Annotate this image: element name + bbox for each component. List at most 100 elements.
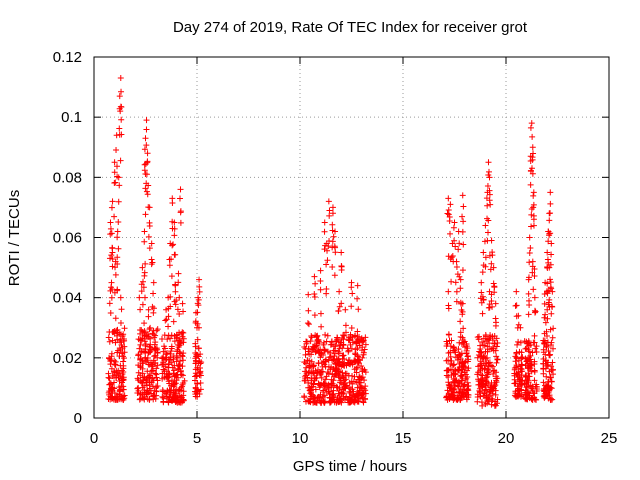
data-point xyxy=(351,373,358,380)
data-point xyxy=(150,305,157,312)
data-point xyxy=(456,240,463,247)
data-point xyxy=(317,346,324,353)
data-point xyxy=(108,252,115,259)
data-point xyxy=(177,186,184,193)
data-point xyxy=(317,310,324,317)
data-point xyxy=(456,380,463,387)
data-point xyxy=(166,371,173,378)
data-point xyxy=(311,273,318,280)
data-point xyxy=(483,395,490,402)
data-point xyxy=(194,386,201,393)
data-point xyxy=(318,323,325,330)
data-point xyxy=(489,252,496,259)
data-point xyxy=(355,306,362,313)
data-point xyxy=(486,301,493,308)
data-point xyxy=(328,364,335,371)
data-point xyxy=(341,356,348,363)
data-point xyxy=(455,346,462,353)
data-point xyxy=(350,396,357,403)
data-point xyxy=(541,290,548,297)
data-point xyxy=(483,374,490,381)
data-point xyxy=(355,398,362,405)
data-point xyxy=(160,348,167,355)
data-point xyxy=(174,371,181,378)
data-point xyxy=(172,282,179,289)
data-point xyxy=(478,379,485,386)
data-point xyxy=(145,233,152,240)
data-point xyxy=(332,249,339,256)
data-point xyxy=(322,376,329,383)
data-point xyxy=(321,382,328,389)
data-point xyxy=(544,315,551,322)
data-point xyxy=(443,394,450,401)
data-point xyxy=(306,384,313,391)
data-point xyxy=(527,124,534,131)
data-point xyxy=(325,370,332,377)
data-point xyxy=(107,219,114,226)
data-point xyxy=(547,279,554,286)
data-point xyxy=(175,399,182,406)
data-point xyxy=(166,256,173,263)
data-point xyxy=(177,219,184,226)
data-point xyxy=(351,366,358,373)
data-point xyxy=(545,347,552,354)
data-point xyxy=(530,189,537,196)
data-point xyxy=(522,345,529,352)
data-point xyxy=(302,345,309,352)
data-point xyxy=(312,386,319,393)
data-point xyxy=(113,327,120,334)
data-point xyxy=(320,388,327,395)
data-point xyxy=(174,394,181,401)
data-point xyxy=(141,238,148,245)
data-point xyxy=(346,393,353,400)
data-point xyxy=(119,345,126,352)
data-point xyxy=(548,240,555,247)
data-point xyxy=(154,377,161,384)
data-points xyxy=(105,75,557,409)
data-point xyxy=(541,300,548,307)
data-point xyxy=(312,332,319,339)
data-point xyxy=(332,228,339,235)
data-point xyxy=(543,328,550,335)
data-point xyxy=(308,332,315,339)
data-point xyxy=(478,349,485,356)
data-point xyxy=(149,330,156,337)
data-point xyxy=(137,378,144,385)
data-point xyxy=(117,320,124,327)
data-point xyxy=(474,354,481,361)
data-point xyxy=(338,267,345,274)
data-point xyxy=(308,358,315,365)
data-point xyxy=(106,300,113,307)
data-point xyxy=(480,342,487,349)
data-point xyxy=(452,379,459,386)
data-point xyxy=(137,395,144,402)
data-point xyxy=(453,288,460,295)
data-point xyxy=(144,387,151,394)
data-point xyxy=(513,363,520,370)
data-point xyxy=(445,195,452,202)
data-point xyxy=(490,264,497,271)
data-point xyxy=(530,204,537,211)
data-point xyxy=(352,332,359,339)
chart-title: Day 274 of 2019, Rate Of TEC Index for r… xyxy=(173,19,528,36)
data-point xyxy=(451,219,458,226)
data-point xyxy=(111,213,118,220)
data-point xyxy=(491,283,498,290)
data-point xyxy=(109,256,116,263)
data-point xyxy=(494,340,501,347)
data-point xyxy=(346,384,353,391)
data-point xyxy=(138,288,145,295)
data-point xyxy=(548,285,555,292)
data-point xyxy=(486,174,493,181)
data-point xyxy=(485,159,492,166)
data-point xyxy=(460,383,467,390)
data-point xyxy=(175,270,182,277)
data-point xyxy=(517,339,524,346)
data-point xyxy=(323,240,330,247)
data-point xyxy=(332,367,339,374)
data-point xyxy=(544,306,551,313)
data-point xyxy=(341,385,348,392)
data-point xyxy=(169,199,176,206)
data-point xyxy=(311,312,318,319)
data-point xyxy=(305,307,312,314)
